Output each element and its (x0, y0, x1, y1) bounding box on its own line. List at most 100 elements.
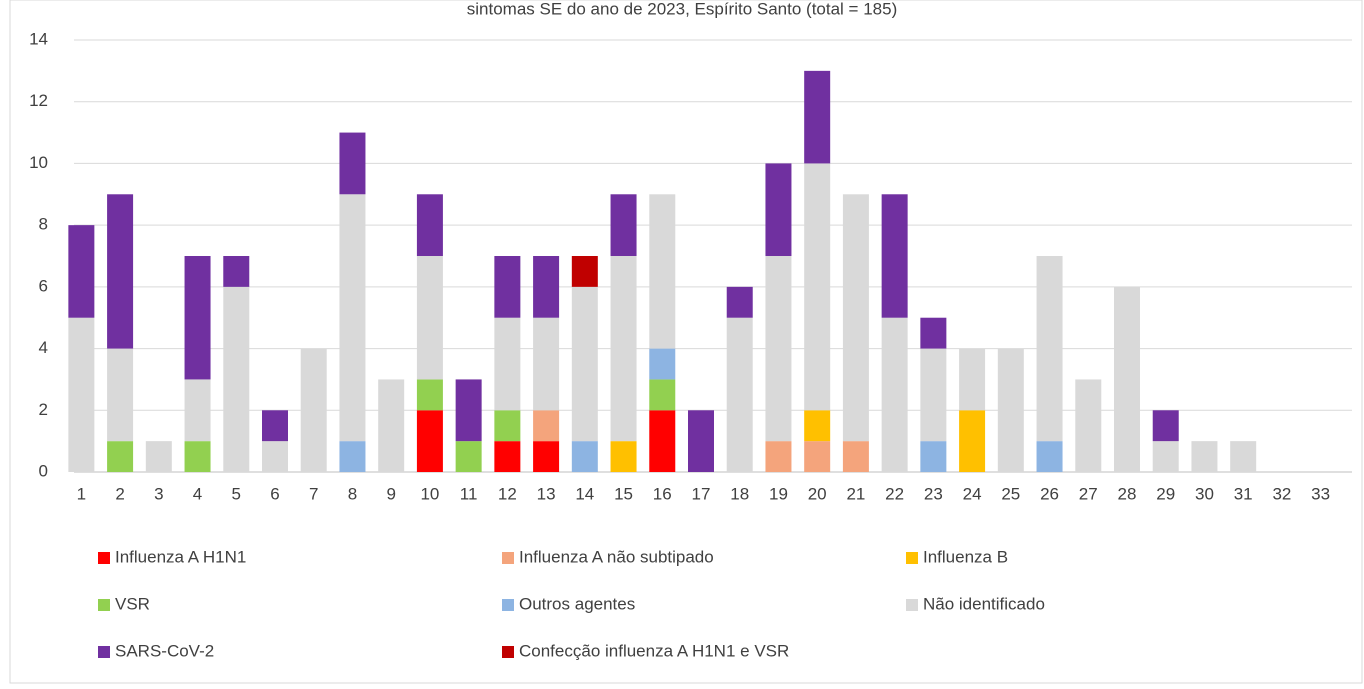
bar-segment (571, 441, 598, 472)
y-tick-label: 2 (39, 400, 48, 419)
bar-segment (881, 317, 908, 472)
bar-segment (107, 441, 134, 472)
bar-segment (1036, 441, 1063, 472)
bar-segment (920, 317, 947, 349)
bar-segment (997, 348, 1024, 472)
bar-segment (68, 225, 95, 318)
legend-label: Confecção influenza A H1N1 e VSR (519, 641, 789, 660)
bar-segment (184, 256, 211, 380)
legend-swatch (98, 599, 110, 611)
bar-segment (649, 194, 676, 349)
x-tick-label: 28 (1118, 484, 1137, 503)
x-tick-label: 14 (575, 484, 594, 503)
bar-segment (842, 194, 869, 442)
x-tick-label: 26 (1040, 484, 1059, 503)
bar-segment (378, 379, 405, 472)
bar-segment (1152, 441, 1179, 472)
x-tick-label: 16 (653, 484, 672, 503)
bar-segment (649, 379, 676, 411)
chart-title: sintomas SE do ano de 2023, Espírito San… (467, 0, 897, 18)
x-tick-label: 18 (730, 484, 749, 503)
legend-swatch (906, 552, 918, 564)
bar-segment (804, 441, 831, 472)
x-tick-label: 31 (1234, 484, 1253, 503)
bar-segment (920, 348, 947, 442)
x-tick-label: 5 (232, 484, 241, 503)
bar-segment (107, 194, 134, 349)
bar-segment (416, 194, 443, 256)
bar-segment (1230, 441, 1257, 472)
bar-segment (881, 194, 908, 318)
bar-segment (339, 441, 366, 472)
legend-swatch (502, 599, 514, 611)
bar-segment (1036, 256, 1063, 442)
bar-segment (416, 379, 443, 411)
bar-segment (184, 379, 211, 442)
bar-segment (959, 410, 986, 472)
bar-segment (184, 441, 211, 472)
bar-segment (416, 256, 443, 380)
bar-segment (1152, 410, 1179, 442)
x-tick-label: 15 (614, 484, 633, 503)
legend-label: Não identificado (923, 594, 1045, 613)
bar-segment (649, 410, 676, 472)
bar-segment (920, 441, 947, 472)
bar-segment (533, 410, 560, 442)
bar-segment (571, 256, 598, 287)
bar-segment (533, 441, 560, 472)
bar-segment (262, 441, 288, 472)
bar-segment (107, 348, 134, 442)
x-tick-label: 24 (963, 484, 982, 503)
legend-label: SARS-CoV-2 (115, 641, 214, 660)
y-tick-label: 0 (39, 461, 48, 480)
x-tick-label: 30 (1195, 484, 1214, 503)
bar-segment (455, 441, 482, 472)
bar-segment (262, 410, 288, 442)
bar-segment (804, 70, 831, 164)
bar-segment (533, 317, 560, 411)
x-tick-label: 4 (193, 484, 202, 503)
x-tick-label: 7 (309, 484, 318, 503)
x-tick-label: 33 (1311, 484, 1330, 503)
bar-segment (1114, 286, 1140, 472)
y-tick-label: 10 (29, 153, 48, 172)
bar-segment (1075, 379, 1102, 472)
x-tick-label: 3 (154, 484, 163, 503)
x-tick-label: 2 (115, 484, 124, 503)
legend-swatch (906, 599, 918, 611)
x-tick-label: 20 (808, 484, 827, 503)
y-tick-label: 8 (39, 215, 48, 234)
x-tick-label: 22 (885, 484, 904, 503)
x-tick-label: 29 (1156, 484, 1175, 503)
x-tick-label: 23 (924, 484, 943, 503)
x-tick-label: 25 (1001, 484, 1020, 503)
bar-segment (804, 410, 831, 442)
y-tick-label: 14 (29, 29, 48, 48)
bar-segment (959, 348, 986, 411)
legend-swatch (98, 646, 110, 658)
bar-segment (223, 256, 250, 287)
bar-segment (416, 410, 443, 472)
legend-label: Influenza B (923, 547, 1008, 566)
bar-segment (145, 441, 172, 472)
x-tick-label: 19 (769, 484, 788, 503)
x-tick-label: 11 (460, 484, 478, 503)
bar-segment (68, 317, 95, 472)
bar-segment (533, 256, 560, 318)
bar-segment (339, 132, 366, 195)
bar-segment (300, 348, 327, 472)
legend-label: Outros agentes (519, 594, 635, 613)
bar-segment (571, 286, 598, 442)
y-tick-label: 6 (39, 276, 48, 295)
bar-segment (455, 379, 482, 442)
bar-segment (765, 256, 792, 442)
chart-border (9, 0, 1363, 684)
bar-segment (610, 441, 637, 472)
bar-segment (1191, 441, 1218, 472)
bar-segment (688, 410, 714, 472)
bar-segment (842, 441, 869, 472)
legend-label: Influenza A H1N1 (115, 547, 246, 566)
bar-segment (494, 410, 521, 442)
bar-segment (339, 194, 366, 442)
bar-segment (726, 317, 753, 472)
